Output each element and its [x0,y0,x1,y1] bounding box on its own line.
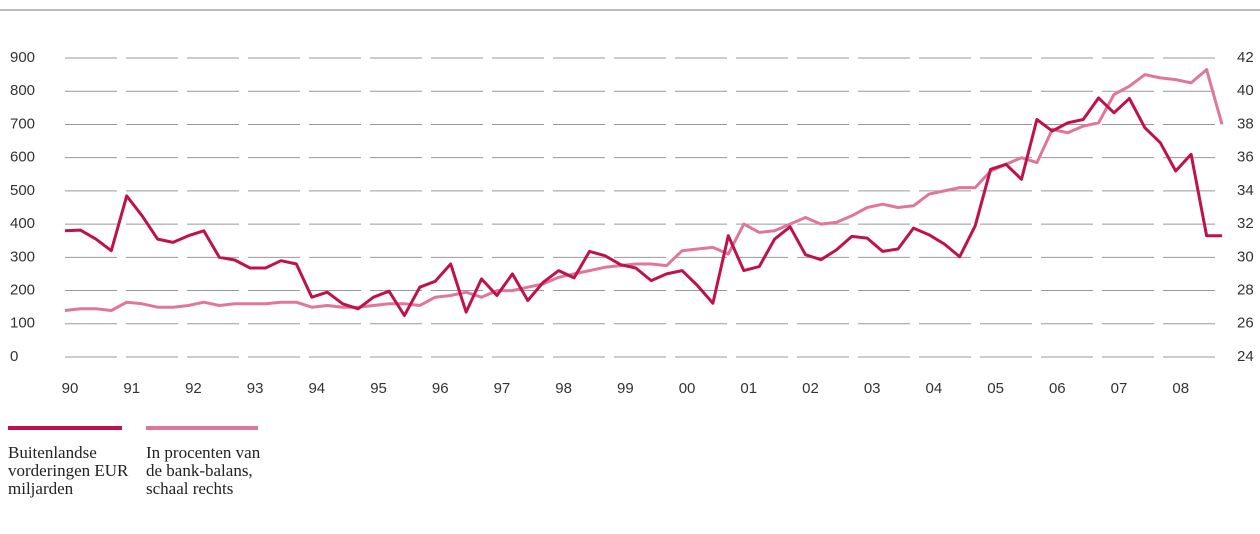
legend-label: In procenten van de bank-balans, schaal … [146,443,261,498]
x-tick-label: 91 [123,380,140,397]
x-tick-label: 07 [1111,380,1128,397]
y-tick-label: 500 [10,182,35,199]
x-tick-label: 90 [62,380,79,397]
y-tick-label: 400 [10,215,35,232]
x-tick-label: 99 [617,380,634,397]
x-tick-label: 06 [1049,380,1066,397]
y2-tick-label: 30 [1237,248,1254,265]
y2-tick-label: 38 [1237,115,1254,132]
x-tick-label: 08 [1172,380,1189,397]
x-tick-label: 94 [308,380,325,397]
x-tick-label: 00 [679,380,696,397]
y2-tick-label: 42 [1237,49,1254,66]
x-tick-label: 95 [370,380,387,397]
y2-tick-label: 32 [1237,215,1254,232]
y-tick-label: 800 [10,82,35,99]
x-tick-label: 05 [987,380,1004,397]
legend-label: Buitenlandse vorderingen EUR miljarden [8,443,129,498]
series-line [64,68,1224,312]
x-tick-label: 98 [555,380,572,397]
x-tick-label: 01 [740,380,757,397]
y-tick-label: 100 [10,315,35,332]
series-line [64,96,1222,317]
y-tick-label: 900 [10,49,35,66]
x-tick-label: 02 [802,380,819,397]
y2-tick-label: 26 [1237,315,1254,332]
y2-tick-label: 24 [1237,348,1254,365]
y-tick-label: 0 [10,348,18,365]
y-tick-label: 700 [10,115,35,132]
y-tick-label: 300 [10,248,35,265]
x-tick-label: 93 [247,380,264,397]
legend [8,426,258,430]
chart: 0100200300400500600700800900242628303234… [0,9,1260,397]
x-tick-label: 97 [494,380,511,397]
y-tick-label: 600 [10,149,35,166]
x-tick-label: 03 [864,380,881,397]
y2-tick-label: 40 [1237,82,1254,99]
x-tick-label: 96 [432,380,449,397]
x-tick-label: 04 [926,380,943,397]
y2-tick-label: 28 [1237,282,1254,299]
y2-tick-label: 36 [1237,149,1254,166]
y2-tick-label: 34 [1237,182,1254,199]
x-tick-label: 92 [185,380,202,397]
y-tick-label: 200 [10,282,35,299]
